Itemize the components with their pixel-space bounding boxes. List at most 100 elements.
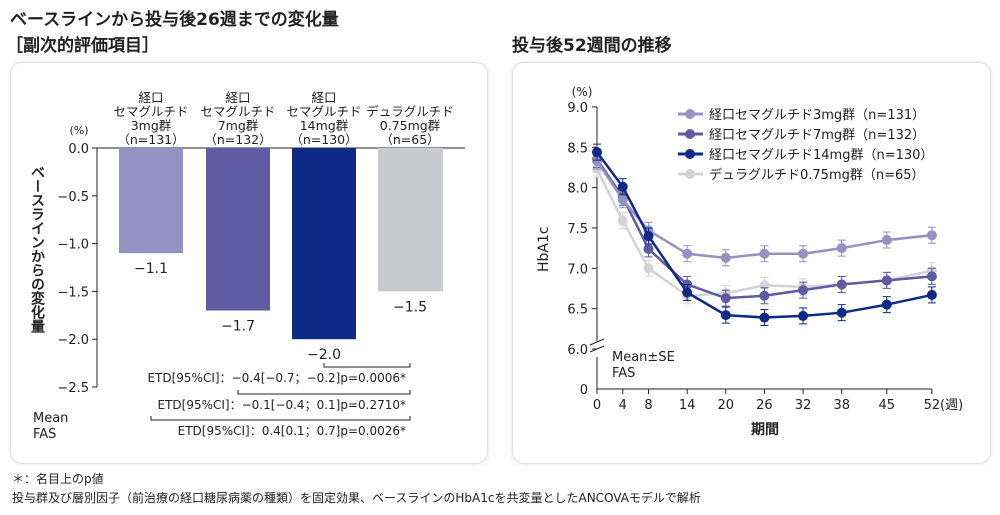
bar-category-label: 経口: [225, 90, 250, 105]
data-point: [682, 248, 693, 259]
comparison-label: ETD[95%CI]：−0.4[−0.7；−0.2]p=0.0006*: [147, 371, 406, 385]
bar-category-label: 経口: [138, 90, 163, 105]
data-point: [836, 307, 847, 318]
bar-y-unit: (%): [69, 124, 88, 137]
bar-y-tick-label: −2.0: [57, 333, 89, 348]
line-x-tick-label: 26: [756, 398, 773, 413]
bar: [292, 148, 356, 340]
bar-value-label: −1.1: [134, 261, 168, 277]
bar-category-label: デュラグルチド: [366, 104, 454, 119]
line-y-tick-label: 7.0: [567, 262, 588, 277]
line-x-tick-label: 20: [718, 398, 735, 413]
line-footer-label: FAS: [612, 366, 635, 381]
series-line: [595, 151, 933, 319]
data-point: [643, 263, 654, 274]
data-point: [720, 310, 731, 321]
bar-category-label: 7mg群: [218, 118, 259, 133]
line-y-tick-label: 8.5: [567, 141, 588, 156]
data-point: [643, 231, 654, 242]
bar-category-label: 0.75mg群: [380, 118, 441, 133]
data-point: [926, 230, 937, 241]
series-line: [595, 158, 932, 300]
bar: [206, 148, 270, 311]
line-y-tick-label: 7.5: [567, 222, 588, 237]
data-point: [592, 147, 602, 158]
line-footer-label: Mean±SE: [612, 350, 675, 365]
bar-footer-label: Mean: [33, 411, 68, 426]
data-point: [720, 293, 731, 304]
data-point: [881, 299, 892, 310]
line-x-unit: (週): [940, 398, 963, 413]
data-point: [798, 248, 809, 259]
bar-category-label: 14mg群: [300, 118, 349, 133]
data-point: [926, 271, 937, 282]
line-x-tick-label: 38: [833, 398, 850, 413]
line-y-tick-label: 6.0: [567, 343, 588, 358]
comparison-bracket: [323, 363, 411, 368]
bar-category-label: セマグルチド: [200, 104, 275, 119]
legend-marker: [685, 169, 695, 179]
legend-marker: [685, 109, 695, 119]
line-x-tick-label: 0: [593, 398, 601, 413]
bar-y-tick-label: −0.5: [57, 190, 89, 205]
data-point: [759, 248, 770, 259]
bar-category-label: （n=65）: [380, 132, 439, 147]
bar-value-label: −1.5: [393, 299, 427, 315]
data-point: [798, 310, 809, 321]
footnote-analysis: 投与群及び層別因子（前治療の経口糖尿病薬の種類）を固定効果、ベースラインのHbA…: [12, 491, 701, 505]
data-point: [759, 312, 770, 323]
line-y-tick-label: 8.0: [567, 182, 588, 197]
bar-y-axis-label: ベースラインからの変化量: [29, 165, 45, 334]
data-point: [881, 275, 892, 286]
legend-label: 経口セマグルチド3mg群（n=131）: [709, 108, 925, 123]
line-x-tick-label: 45: [879, 398, 896, 413]
bar-value-label: −2.0: [307, 347, 341, 363]
footnote-pvalue: ＊：名目上のp値: [12, 472, 104, 486]
comparison-bracket: [237, 390, 411, 395]
data-point: [759, 290, 770, 301]
legend-marker: [685, 129, 695, 139]
line-x-tick-label: 8: [644, 398, 652, 413]
legend-label: 経口セマグルチド7mg群（n=132）: [709, 128, 925, 143]
bar-footer-label: FAS: [33, 427, 56, 442]
legend-label: 経口セマグルチド14mg群（n=130）: [709, 148, 933, 163]
bar-y-tick-label: 0.0: [68, 142, 89, 157]
line-y-tick-label: 9.0: [567, 101, 588, 116]
data-point: [643, 243, 654, 254]
line-x-axis-label: 期間: [751, 422, 779, 438]
line-y-zero-label: 0: [580, 383, 588, 398]
bar-category-label: （n=130）: [290, 132, 357, 147]
data-point: [836, 279, 847, 290]
comparison-label: ETD[95%CI]：−0.1[−0.4；0.1]p=0.2710*: [158, 398, 407, 412]
line-y-unit: (%): [572, 85, 593, 99]
data-point: [881, 235, 892, 246]
data-point: [592, 155, 602, 166]
bar: [378, 148, 443, 292]
data-point: [617, 215, 628, 226]
left-title-line1: ベースラインから投与後26週までの変化量: [10, 10, 339, 30]
bar-y-tick-label: −2.5: [57, 381, 89, 396]
bar-category-label: 経口: [311, 90, 336, 105]
bar-y-tick-label: −1.0: [57, 238, 89, 253]
bar-category-label: セマグルチド: [286, 104, 361, 119]
left-title-line2: ［副次的評価項目］: [6, 36, 159, 56]
data-point: [836, 243, 847, 254]
bar-category-label: （n=131）: [117, 132, 184, 147]
line-x-tick-label: 4: [619, 398, 627, 413]
data-point: [926, 289, 937, 300]
data-point: [617, 181, 628, 192]
legend-marker: [685, 149, 695, 159]
legend-label: デュラグルチド0.75mg群（n=65）: [709, 167, 925, 183]
bar-value-label: −1.7: [221, 319, 255, 335]
comparison-bracket: [150, 416, 411, 421]
data-point: [798, 285, 809, 296]
data-point: [617, 194, 628, 205]
line-y-tick-label: 6.5: [567, 303, 588, 318]
bar-category-label: セマグルチド: [113, 104, 188, 119]
bar: [119, 148, 183, 254]
right-title: 投与後52週間の推移: [512, 36, 672, 56]
bar-y-tick-label: −1.5: [57, 285, 89, 300]
series-line: [595, 160, 933, 260]
data-point: [720, 252, 731, 263]
